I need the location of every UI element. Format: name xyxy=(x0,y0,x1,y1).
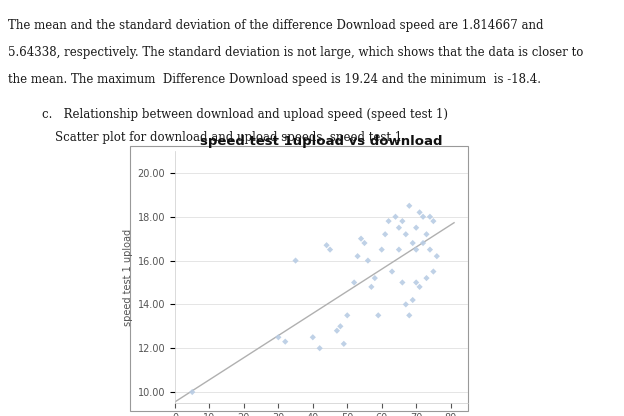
Point xyxy=(404,312,414,319)
Point xyxy=(411,246,421,253)
Point xyxy=(404,203,414,209)
Point xyxy=(325,246,335,253)
Point xyxy=(421,275,431,281)
Text: the mean. The maximum  Difference Download speed is 19.24 and the minimum  is -1: the mean. The maximum Difference Downloa… xyxy=(8,73,541,86)
Text: Sample Assignment: Sample Assignment xyxy=(496,327,594,336)
Point xyxy=(401,301,411,308)
Text: Your Key to Academic Excellence: Your Key to Academic Excellence xyxy=(492,369,598,374)
Text: c.   Relationship between download and upload speed (speed test 1): c. Relationship between download and upl… xyxy=(42,108,448,121)
Point xyxy=(401,231,411,238)
Point xyxy=(384,218,394,225)
Point xyxy=(308,334,318,341)
Point xyxy=(356,235,366,242)
Point xyxy=(339,341,349,347)
Point xyxy=(394,224,404,231)
Point xyxy=(370,275,380,281)
Point xyxy=(394,246,404,253)
Point xyxy=(353,253,363,260)
Y-axis label: speed test 1 upload: speed test 1 upload xyxy=(124,228,134,326)
Point xyxy=(397,218,407,225)
Point xyxy=(332,327,342,334)
Point xyxy=(418,240,428,246)
Point xyxy=(359,240,369,246)
Point xyxy=(291,257,301,264)
Point xyxy=(411,279,421,286)
Text: The mean and the standard deviation of the difference Download speed are 1.81466: The mean and the standard deviation of t… xyxy=(8,19,544,32)
Point xyxy=(314,345,324,352)
Point xyxy=(280,338,290,345)
Point xyxy=(349,279,359,286)
Point xyxy=(387,268,397,275)
Title: speed test 1upload vs download: speed test 1upload vs download xyxy=(200,136,443,149)
Text: ❧: ❧ xyxy=(529,206,562,245)
Point xyxy=(239,404,249,411)
Point xyxy=(407,297,417,303)
Point xyxy=(273,334,283,341)
Text: 5.64338, respectively. The standard deviation is not large, which shows that the: 5.64338, respectively. The standard devi… xyxy=(8,46,583,59)
FancyBboxPatch shape xyxy=(130,146,468,411)
Point xyxy=(335,323,345,329)
Point xyxy=(411,224,421,231)
Point xyxy=(414,284,424,290)
Point xyxy=(397,279,407,286)
Point xyxy=(421,231,431,238)
Point xyxy=(391,213,401,220)
Point xyxy=(321,242,331,248)
Point xyxy=(425,213,435,220)
Point xyxy=(429,268,439,275)
Point xyxy=(342,312,352,319)
Point xyxy=(366,284,376,290)
Text: Scatter plot for download and upload speeds, speed test 1: Scatter plot for download and upload spe… xyxy=(55,131,402,144)
Point xyxy=(432,253,442,260)
Point xyxy=(377,246,387,253)
Point xyxy=(373,312,383,319)
Point xyxy=(407,240,417,246)
Point xyxy=(429,218,439,225)
Point xyxy=(418,213,428,220)
Point xyxy=(363,257,373,264)
Point xyxy=(414,209,424,215)
Point xyxy=(187,389,197,395)
Point xyxy=(425,246,435,253)
Point xyxy=(380,231,390,238)
